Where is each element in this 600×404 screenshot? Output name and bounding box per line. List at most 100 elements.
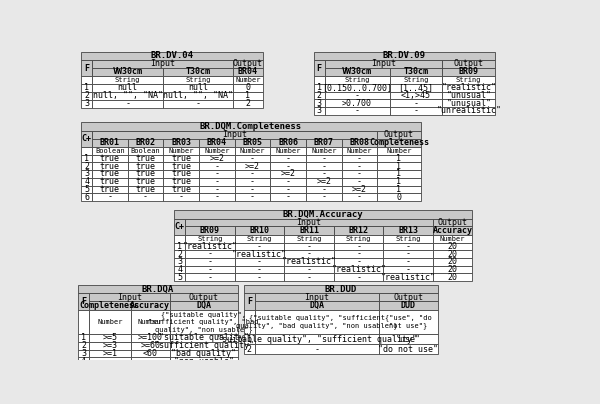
Text: -: - [356, 250, 361, 259]
Bar [379, 309, 438, 334]
Text: Completeness: Completeness [369, 138, 429, 147]
Bar [185, 258, 235, 265]
Text: T30cm: T30cm [404, 67, 428, 76]
Bar [89, 334, 131, 342]
Text: [0.150..0.700]: [0.150..0.700] [322, 83, 392, 92]
Bar [174, 219, 185, 235]
Text: BR11: BR11 [299, 226, 319, 235]
Text: {"suitable quality", "sufficient
quality", "bad quality", "non usable"}: {"suitable quality", "sufficient quality… [236, 315, 398, 329]
Text: "unusual": "unusual" [446, 99, 491, 107]
Text: >=1: >=1 [103, 349, 118, 358]
Text: >=2: >=2 [281, 170, 296, 179]
Bar [235, 170, 271, 178]
Bar [89, 349, 131, 357]
Text: Output: Output [454, 59, 484, 68]
Text: "do not use": "do not use" [378, 345, 438, 354]
Text: -: - [307, 242, 311, 251]
Text: 2: 2 [245, 99, 250, 108]
Text: BR06: BR06 [278, 138, 298, 147]
Text: 0: 0 [245, 83, 250, 92]
Bar [334, 274, 383, 281]
Text: F: F [247, 297, 252, 306]
Text: -: - [357, 154, 362, 163]
Text: 2: 2 [84, 91, 89, 100]
Text: -: - [208, 257, 212, 266]
Bar [271, 193, 306, 201]
Bar [92, 60, 233, 68]
Bar [433, 235, 472, 242]
Text: Number: Number [347, 148, 372, 154]
Text: -: - [286, 177, 290, 186]
Text: -: - [107, 357, 112, 366]
Text: "unusual": "unusual" [446, 91, 491, 100]
Text: -: - [356, 273, 361, 282]
Text: 0: 0 [397, 193, 401, 202]
Text: 1: 1 [397, 162, 401, 171]
Text: -: - [107, 193, 112, 202]
Bar [341, 162, 377, 170]
Bar [199, 139, 235, 147]
Text: "bad quality": "bad quality" [171, 349, 236, 358]
Text: -: - [125, 99, 130, 108]
Bar [271, 139, 306, 147]
Bar [284, 226, 334, 235]
Text: -: - [357, 162, 362, 171]
Text: -: - [214, 193, 220, 202]
Bar [92, 76, 163, 84]
Text: BR05: BR05 [242, 138, 262, 147]
Text: -: - [321, 193, 326, 202]
Text: BR.DQM.Accuracy: BR.DQM.Accuracy [283, 210, 364, 219]
Bar [389, 99, 442, 107]
Bar [199, 170, 235, 178]
Bar [170, 301, 238, 309]
Bar [92, 131, 377, 139]
Text: String: String [115, 77, 140, 83]
Text: >=100: >=100 [137, 333, 163, 343]
Bar [235, 235, 284, 242]
Text: 6: 6 [84, 193, 89, 202]
Bar [235, 147, 271, 155]
Bar [174, 265, 185, 274]
Text: >=2: >=2 [316, 177, 331, 186]
Text: BR.DQA: BR.DQA [142, 284, 174, 294]
Text: DUD: DUD [401, 301, 416, 310]
Text: >=2: >=2 [352, 185, 367, 194]
Text: -: - [356, 257, 361, 266]
Text: "realistic": "realistic" [182, 242, 238, 251]
Text: -: - [257, 265, 262, 274]
Bar [163, 170, 199, 178]
Text: -: - [208, 273, 212, 282]
Bar [199, 155, 235, 162]
Bar [379, 334, 438, 344]
Text: String: String [456, 77, 481, 83]
Text: >=3: >=3 [103, 341, 118, 350]
Text: C+: C+ [175, 222, 185, 231]
Text: Output: Output [393, 292, 423, 302]
Bar [185, 235, 235, 242]
Text: "realistic": "realistic" [232, 250, 287, 259]
Text: C+: C+ [82, 135, 92, 143]
Bar [92, 178, 128, 185]
Text: -: - [214, 185, 220, 194]
Bar [325, 92, 389, 99]
Bar [284, 250, 334, 258]
Text: 2: 2 [177, 250, 182, 259]
Bar [377, 147, 421, 155]
Text: [1..45]: [1..45] [398, 83, 433, 92]
Bar [314, 60, 325, 76]
Text: -: - [356, 242, 361, 251]
Text: {"use", "do
not use"}: {"use", "do not use"} [385, 315, 431, 329]
Text: DQA: DQA [310, 301, 325, 310]
Text: -: - [250, 177, 255, 186]
Bar [81, 100, 92, 108]
Bar [174, 242, 185, 250]
Text: "unrealistic": "unrealistic" [436, 106, 501, 116]
Bar [92, 185, 128, 193]
Text: String: String [403, 77, 429, 83]
Bar [235, 185, 271, 193]
Text: "sufficient quality": "sufficient quality" [154, 341, 254, 350]
Text: String: String [344, 77, 370, 83]
Text: -: - [406, 250, 411, 259]
Bar [163, 139, 199, 147]
Text: true: true [136, 170, 155, 179]
